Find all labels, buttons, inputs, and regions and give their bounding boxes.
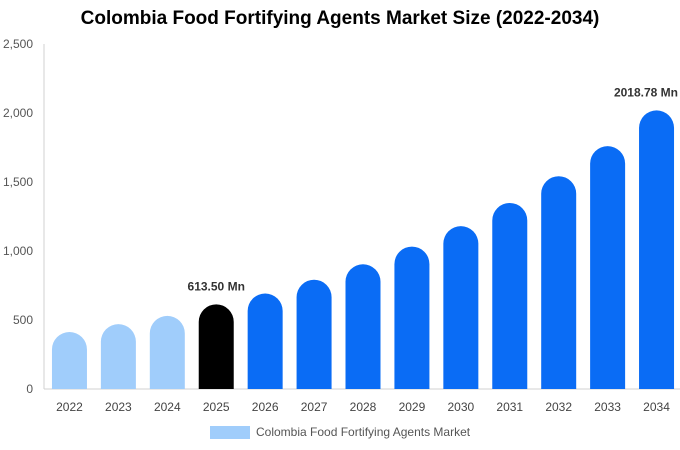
y-tick-label: 2,500: [3, 37, 33, 51]
data-label: 2018.78 Mn: [614, 85, 678, 99]
x-tick-label: 2030: [447, 400, 474, 414]
x-tick-label: 2024: [154, 400, 181, 414]
y-tick-label: 1,500: [3, 175, 33, 189]
bar-2027: [296, 279, 332, 389]
bar-2033: [590, 146, 626, 389]
x-tick-label: 2025: [203, 400, 230, 414]
x-tick-label: 2027: [301, 400, 328, 414]
x-tick-label: 2033: [594, 400, 621, 414]
bar-2025: [198, 304, 234, 389]
bar-2023: [100, 324, 136, 389]
bar-2026: [247, 293, 283, 389]
x-tick-label: 2034: [643, 400, 670, 414]
y-tick-label: 1,000: [3, 244, 33, 258]
x-tick-label: 2026: [252, 400, 279, 414]
bar-2022: [51, 332, 87, 389]
x-tick-label: 2032: [545, 400, 572, 414]
legend: Colombia Food Fortifying Agents Market: [210, 425, 470, 439]
bar-2032: [541, 176, 577, 389]
x-tick-label: 2029: [399, 400, 426, 414]
x-tick-label: 2022: [56, 400, 83, 414]
bar-2030: [443, 226, 479, 389]
bar-2028: [345, 264, 381, 389]
bar-2024: [149, 315, 185, 389]
chart-title: Colombia Food Fortifying Agents Market S…: [80, 8, 600, 29]
y-tick-label: 500: [13, 313, 33, 327]
x-tick-label: 2028: [350, 400, 377, 414]
x-tick-label: 2031: [496, 400, 523, 414]
y-tick-label: 0: [26, 382, 33, 396]
x-tick-label: 2023: [105, 400, 132, 414]
y-tick-label: 2,000: [3, 106, 33, 120]
bar-2029: [394, 246, 430, 389]
legend-swatch: [210, 425, 250, 439]
bar-2034: [639, 110, 675, 389]
legend-label: Colombia Food Fortifying Agents Market: [256, 425, 471, 439]
bar-2031: [492, 202, 528, 389]
data-label: 613.50 Mn: [188, 279, 245, 293]
